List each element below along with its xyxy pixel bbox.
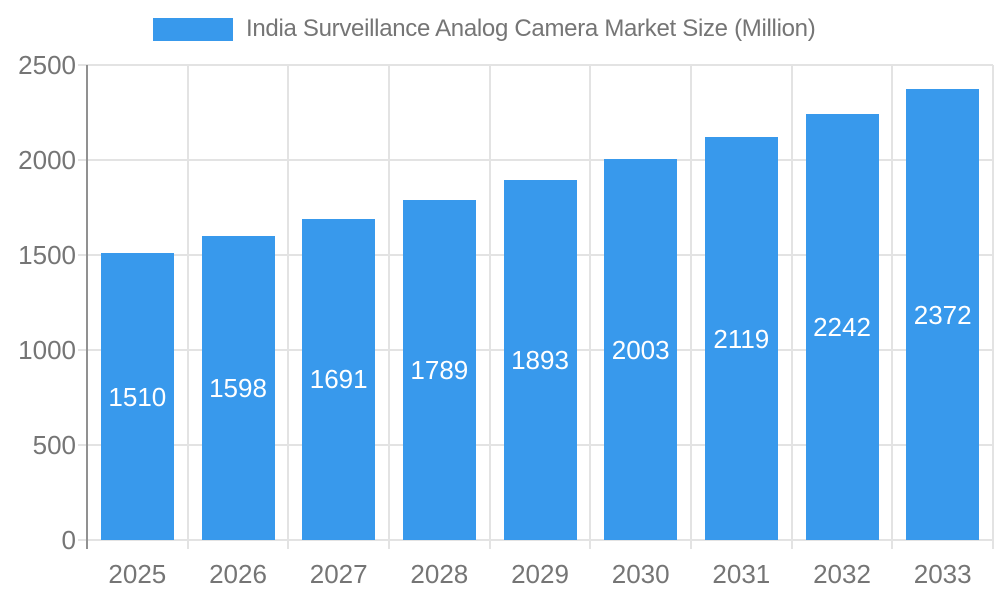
y-tick-label: 1000: [18, 335, 76, 365]
y-tick-label: 500: [32, 430, 76, 460]
x-tick-label: 2027: [309, 559, 368, 589]
y-gridline: [87, 64, 993, 66]
y-tick-label: 2000: [18, 145, 76, 175]
bar-2031[interactable]: [704, 137, 778, 540]
x-tick-label: 2033: [913, 559, 972, 589]
y-gridline: [87, 159, 993, 161]
y-tick: [78, 64, 87, 66]
bar-2027[interactable]: [302, 218, 376, 540]
x-tick: [790, 540, 793, 549]
bar-2028[interactable]: [402, 200, 476, 540]
x-gridline: [891, 65, 894, 540]
x-gridline: [388, 65, 390, 540]
x-tick: [690, 540, 692, 549]
x-gridline: [589, 65, 592, 540]
x-tick-label: 2030: [611, 559, 670, 589]
x-tick: [388, 540, 390, 549]
x-tick-label: 2031: [712, 559, 771, 589]
y-tick: [78, 159, 87, 161]
x-tick-label: 2029: [511, 559, 569, 589]
x-gridline: [488, 65, 491, 540]
x-tick-label: 2028: [410, 559, 469, 589]
legend-swatch: [153, 17, 233, 41]
y-tick: [78, 444, 87, 446]
x-tick-label: 2032: [813, 559, 871, 589]
y-tick: [78, 254, 87, 256]
y-tick-label: 1500: [18, 240, 76, 270]
y-tick: [78, 349, 87, 351]
x-gridline: [790, 65, 793, 540]
x-gridline: [992, 65, 994, 540]
x-tick: [287, 540, 290, 549]
x-gridline: [690, 65, 692, 540]
bar-2026[interactable]: [201, 236, 275, 540]
y-axis-line: [86, 65, 88, 549]
x-tick: [488, 540, 491, 549]
bar-2030[interactable]: [604, 159, 678, 540]
x-gridline: [287, 65, 290, 540]
y-tick: [78, 539, 87, 541]
bar-2029[interactable]: [503, 180, 577, 540]
x-axis-line: [87, 539, 993, 541]
x-gridline: [186, 65, 189, 540]
x-tick: [891, 540, 894, 549]
legend-label: India Surveillance Analog Camera Market …: [246, 15, 816, 42]
legend[interactable]: India Surveillance Analog Camera Market …: [153, 15, 816, 43]
x-tick-label: 2026: [209, 559, 267, 589]
x-tick: [589, 540, 592, 549]
bar-2025[interactable]: [100, 253, 174, 540]
x-tick: [186, 540, 189, 549]
bar-2032[interactable]: [805, 114, 879, 540]
bar-2033[interactable]: [906, 89, 980, 540]
y-tick-label: 0: [61, 525, 76, 555]
x-tick: [992, 540, 994, 549]
x-tick-label: 2025: [108, 559, 167, 589]
y-tick-label: 2500: [18, 50, 76, 80]
